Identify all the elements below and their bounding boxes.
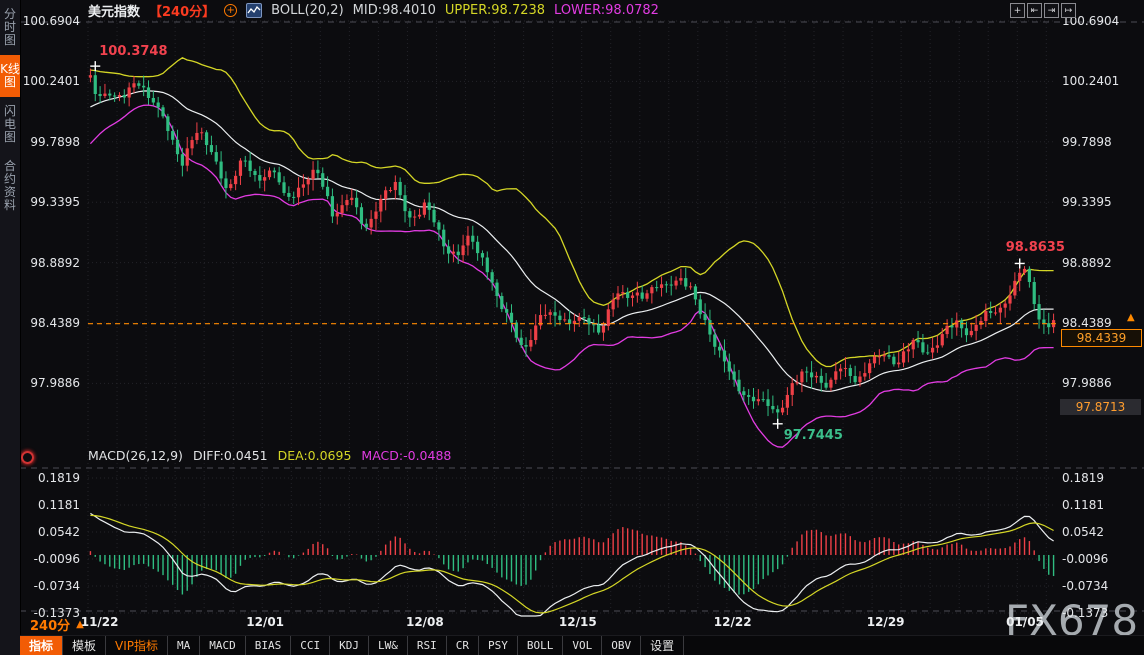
toolbar-item-vol[interactable]: VOL: [563, 636, 603, 655]
macd-axis-label-left: 0.1819: [38, 471, 80, 485]
macd-axis-label-right: 0.0542: [1062, 525, 1104, 539]
price-axis-label-left: 100.2401: [22, 74, 80, 89]
toolbar-item-boll[interactable]: BOLL: [518, 636, 564, 655]
sidebar-tab-4[interactable]: 合约资料: [3, 159, 16, 212]
zoom-x-left-icon[interactable]: ⇤: [1027, 3, 1042, 18]
macd-axis-label-left: -0.0734: [33, 579, 80, 593]
boll-upper-value: UPPER:98.7238: [444, 3, 546, 18]
price-axis-label-right: 99.3395: [1062, 195, 1112, 210]
macd-axis-label-left: 0.0542: [38, 525, 80, 539]
boll-mid-value: MID:98.4010: [352, 3, 436, 18]
macd-axis-label-left: -0.1373: [33, 606, 80, 620]
symbol-name: 美元指数: [88, 5, 141, 20]
toolbar-item-obv[interactable]: OBV: [602, 636, 642, 655]
chart-window-controls: + ⇤ ⇥ ↦: [1010, 3, 1076, 18]
toolbar-item-[interactable]: 设置: [641, 636, 685, 655]
indicator-toolbar: 指标 模板 VIP指标 MA MACD BIAS CCI KDJ LW& RSI CR PSY BOLL…: [20, 635, 1144, 655]
macd-axis-label-right: 0.1819: [1062, 471, 1104, 485]
price-axis-label-right: 99.7898: [1062, 134, 1112, 149]
boll-indicator-label: BOLL(20,2): [271, 3, 344, 18]
macd-axis-label-right: -0.0096: [1062, 552, 1109, 566]
annotation-early-high: 100.3748: [99, 44, 168, 60]
chart-type-sidebar: 分时图 K线图闪电图合约资料: [0, 0, 21, 655]
price-axis-label-left: 99.7898: [30, 134, 80, 149]
toolbar-item-rsi[interactable]: RSI: [408, 636, 447, 655]
annotation-recent-high: 98.8635: [1005, 240, 1065, 256]
price-axis-label-left: 98.8892: [30, 255, 80, 270]
price-axis-label-right: 100.6904: [1062, 14, 1120, 28]
macd-alert-icon[interactable]: [21, 451, 34, 464]
toolbar-item-[interactable]: 模板: [63, 636, 107, 655]
price-alert-icon[interactable]: ▲: [1127, 312, 1135, 323]
period-up-arrow-icon: ▲: [76, 619, 84, 630]
price-axis-label-left: 99.3395: [30, 195, 80, 210]
x-axis-date-3: 12/15: [558, 615, 597, 629]
price-axis-label-right: 97.9886: [1062, 376, 1112, 391]
toolbar-item-[interactable]: 指标: [20, 636, 64, 655]
price-axis-label-left: 97.9886: [30, 376, 80, 391]
low-price-marker-tag: 97.8713: [1060, 399, 1141, 415]
pan-right-icon[interactable]: ↦: [1061, 3, 1076, 18]
toolbar-item-bias[interactable]: BIAS: [246, 636, 292, 655]
price-axis-label-left: 98.4389: [30, 316, 80, 330]
macd-axis-label-right: -0.0734: [1062, 579, 1109, 593]
macd-dea-value: DEA:0.0695: [277, 448, 352, 463]
toolbar-item-cci[interactable]: CCI: [291, 636, 331, 655]
price-axis-label-left: 100.6904: [22, 14, 80, 28]
toolbar-item-lw[interactable]: LW&: [369, 636, 408, 655]
move-icon[interactable]: +: [1010, 3, 1025, 18]
sidebar-tab-1[interactable]: 分时图: [3, 7, 16, 47]
annotation-period-low: 97.7445: [783, 427, 843, 443]
price-axis-label-right: 98.8892: [1062, 255, 1112, 270]
macd-diff-value: DIFF:0.0451: [192, 448, 268, 463]
macd-axis-label-right: -0.1373: [1062, 606, 1109, 620]
x-axis-date-6: 01/05: [1006, 615, 1044, 629]
price-axis-label-right: 100.2401: [1062, 74, 1120, 89]
macd-header: MACD(26,12,9) DIFF:0.0451 DEA:0.0695 MAC…: [88, 447, 451, 464]
add-indicator-icon[interactable]: +: [224, 4, 238, 17]
toolbar-item-kdj[interactable]: KDJ: [330, 636, 370, 655]
x-axis-date-5: 12/29: [866, 615, 905, 629]
period-selector[interactable]: 240分 ▲: [30, 615, 84, 634]
chart-header: 美元指数 【240分】 + BOLL(20,2) MID:98.4010 UPP…: [88, 1, 659, 20]
toolbar-item-ma[interactable]: MA: [168, 636, 201, 655]
sidebar-tab-3[interactable]: 闪电图: [3, 104, 16, 144]
x-axis-date-2: 12/08: [405, 615, 444, 629]
kline-chart-icon[interactable]: [246, 3, 263, 18]
toolbar-item-psy[interactable]: PSY: [479, 636, 518, 655]
x-axis-date-0: 11/22: [80, 615, 119, 629]
macd-params-label: MACD(26,12,9): [88, 448, 183, 463]
current-price-tag: 98.4339: [1061, 329, 1142, 347]
macd-axis-label-left: 0.1181: [38, 498, 80, 512]
timeframe-label[interactable]: 【240分】: [149, 5, 216, 20]
x-axis-date-4: 12/22: [713, 615, 752, 629]
period-selector-label: 240分: [30, 619, 71, 634]
toolbar-item-macd[interactable]: MACD: [200, 636, 246, 655]
macd-macd-value: MACD:-0.0488: [361, 448, 452, 463]
zoom-x-right-icon[interactable]: ⇥: [1044, 3, 1059, 18]
macd-axis-label-right: 0.1181: [1062, 498, 1104, 512]
boll-lower-value: LOWER:98.0782: [554, 3, 659, 18]
macd-axis-label-left: -0.0096: [33, 552, 80, 566]
toolbar-item-vip[interactable]: VIP指标: [106, 636, 169, 655]
price-axis-label-right: 98.4389: [1062, 316, 1112, 330]
sidebar-tab-2[interactable]: K线图: [0, 55, 20, 97]
toolbar-item-cr[interactable]: CR: [447, 636, 480, 655]
x-axis-date-1: 12/01: [246, 615, 285, 629]
